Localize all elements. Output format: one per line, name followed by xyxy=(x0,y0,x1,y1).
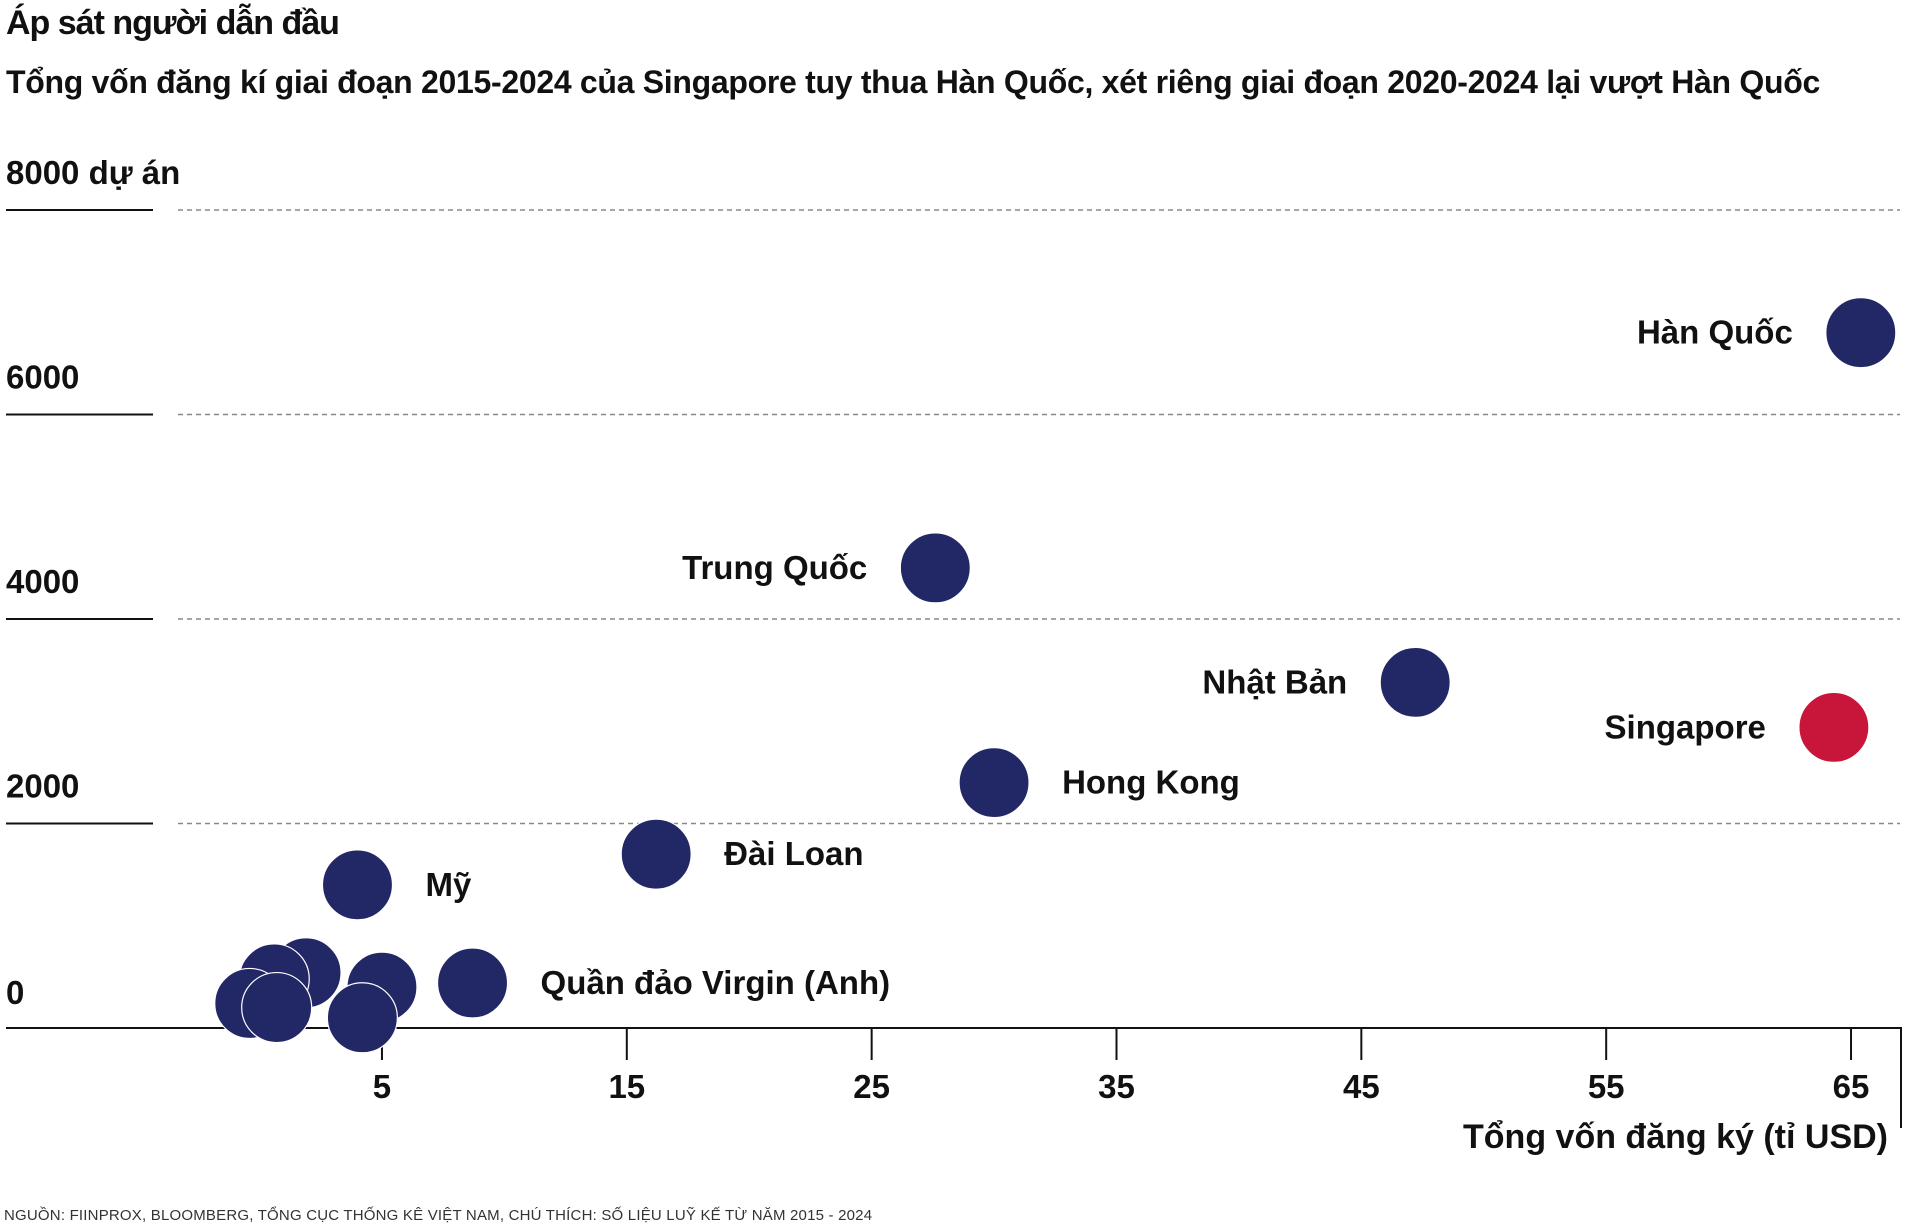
chart-subtitle: Tổng vốn đăng kí giai đoạn 2015-2024 của… xyxy=(6,64,1820,100)
x-tick-label: 5 xyxy=(373,1068,391,1105)
y-axis: 0 2000 4000 6000 8000 dự án xyxy=(6,154,180,1011)
data-point xyxy=(1825,297,1897,369)
x-axis: 5 15 25 35 45 55 65 xyxy=(6,1027,1902,1128)
point-label: Quần đảo Virgin (Anh) xyxy=(541,964,891,1001)
source-note: NGUỒN: FIINPROX, BLOOMBERG, TỔNG CỤC THỐ… xyxy=(4,1207,873,1224)
point-label: Mỹ xyxy=(425,866,471,903)
data-point xyxy=(326,982,398,1054)
x-tick-label: 25 xyxy=(853,1068,890,1105)
x-tick-label: 15 xyxy=(608,1068,645,1105)
point-label: Nhật Bản xyxy=(1202,663,1347,700)
y-tick-label: 8000 dự án xyxy=(6,154,180,191)
x-tick-label: 35 xyxy=(1098,1068,1135,1105)
data-points xyxy=(214,297,1897,1054)
x-axis-title: Tổng vốn đăng ký (tỉ USD) xyxy=(1463,1118,1888,1156)
gridlines xyxy=(178,209,1900,825)
highlight-data-point xyxy=(1798,691,1870,763)
chart-title: Áp sát người dẫn đầu xyxy=(6,4,340,42)
data-point xyxy=(899,532,971,604)
point-label: Đài Loan xyxy=(724,835,863,872)
y-tick-label: 0 xyxy=(6,974,24,1011)
y-tick-label: 2000 xyxy=(6,768,79,805)
point-label: Trung Quốc xyxy=(682,549,867,586)
x-tick-label: 65 xyxy=(1833,1068,1870,1105)
point-label: Singapore xyxy=(1605,708,1766,745)
point-label: Hong Kong xyxy=(1062,764,1240,801)
data-point xyxy=(620,818,692,890)
data-point xyxy=(321,849,394,921)
y-tick-label: 4000 xyxy=(6,563,79,600)
data-point xyxy=(436,947,509,1019)
point-label: Hàn Quốc xyxy=(1637,314,1793,351)
y-tick-label: 6000 xyxy=(6,359,79,396)
x-tick-label: 55 xyxy=(1588,1068,1625,1105)
point-labels: Hàn Quốc Trung Quốc Nhật Bản Singapore Hong … xyxy=(425,314,1792,1001)
data-point xyxy=(241,971,313,1044)
data-point xyxy=(1379,646,1451,718)
data-point xyxy=(958,746,1030,819)
x-tick-label: 45 xyxy=(1343,1068,1380,1105)
